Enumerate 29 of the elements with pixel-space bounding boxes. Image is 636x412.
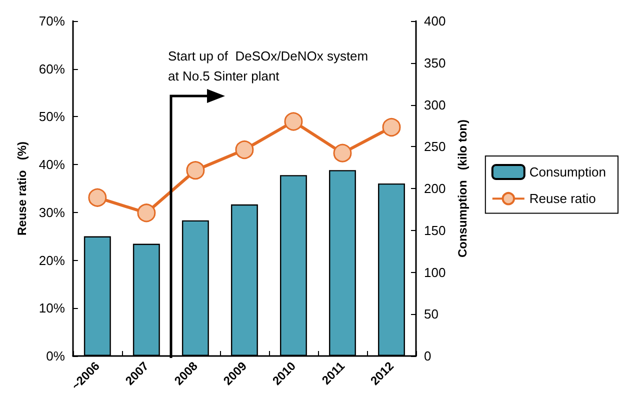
y2-tick-label: 250	[424, 139, 446, 154]
y2-tick-label: 300	[424, 97, 446, 112]
point	[88, 188, 107, 207]
y2-tick-label: 50	[424, 306, 438, 322]
y2-tick-label: 400	[424, 14, 446, 28]
y2-axis-title: Consumption (kilo ton)	[456, 120, 470, 258]
point	[137, 204, 156, 222]
point	[333, 144, 352, 162]
y-axis-title: Reuse ratio (%)	[15, 141, 29, 236]
y-tick-label: 0%	[46, 348, 66, 364]
annotation: Start up of DeSOx/DeNOx system at No.5 Sinter plant	[168, 48, 368, 84]
point	[235, 140, 254, 159]
point	[284, 112, 303, 131]
y2-tick-label: 200	[424, 181, 446, 196]
legend-label: Consumption	[529, 164, 606, 180]
y-tick-label: 50%	[38, 109, 66, 124]
y-tick-label: 20%	[38, 252, 66, 268]
y2-tick-label: 100	[424, 264, 446, 280]
y-tick-label: 70%	[38, 14, 66, 28]
y2-tick-label: 350	[424, 55, 446, 70]
y2-tick-label: 0	[424, 348, 432, 364]
legend-label: Reuse ratio	[529, 191, 596, 206]
y-tick-label: 30%	[38, 204, 66, 220]
point	[186, 161, 205, 180]
y-tick-label: 10%	[38, 300, 66, 316]
y-tick-label: 60%	[38, 61, 66, 76]
point	[382, 118, 401, 136]
y-tick-label: 40%	[38, 157, 66, 172]
y2-tick-label: 150	[424, 222, 446, 238]
